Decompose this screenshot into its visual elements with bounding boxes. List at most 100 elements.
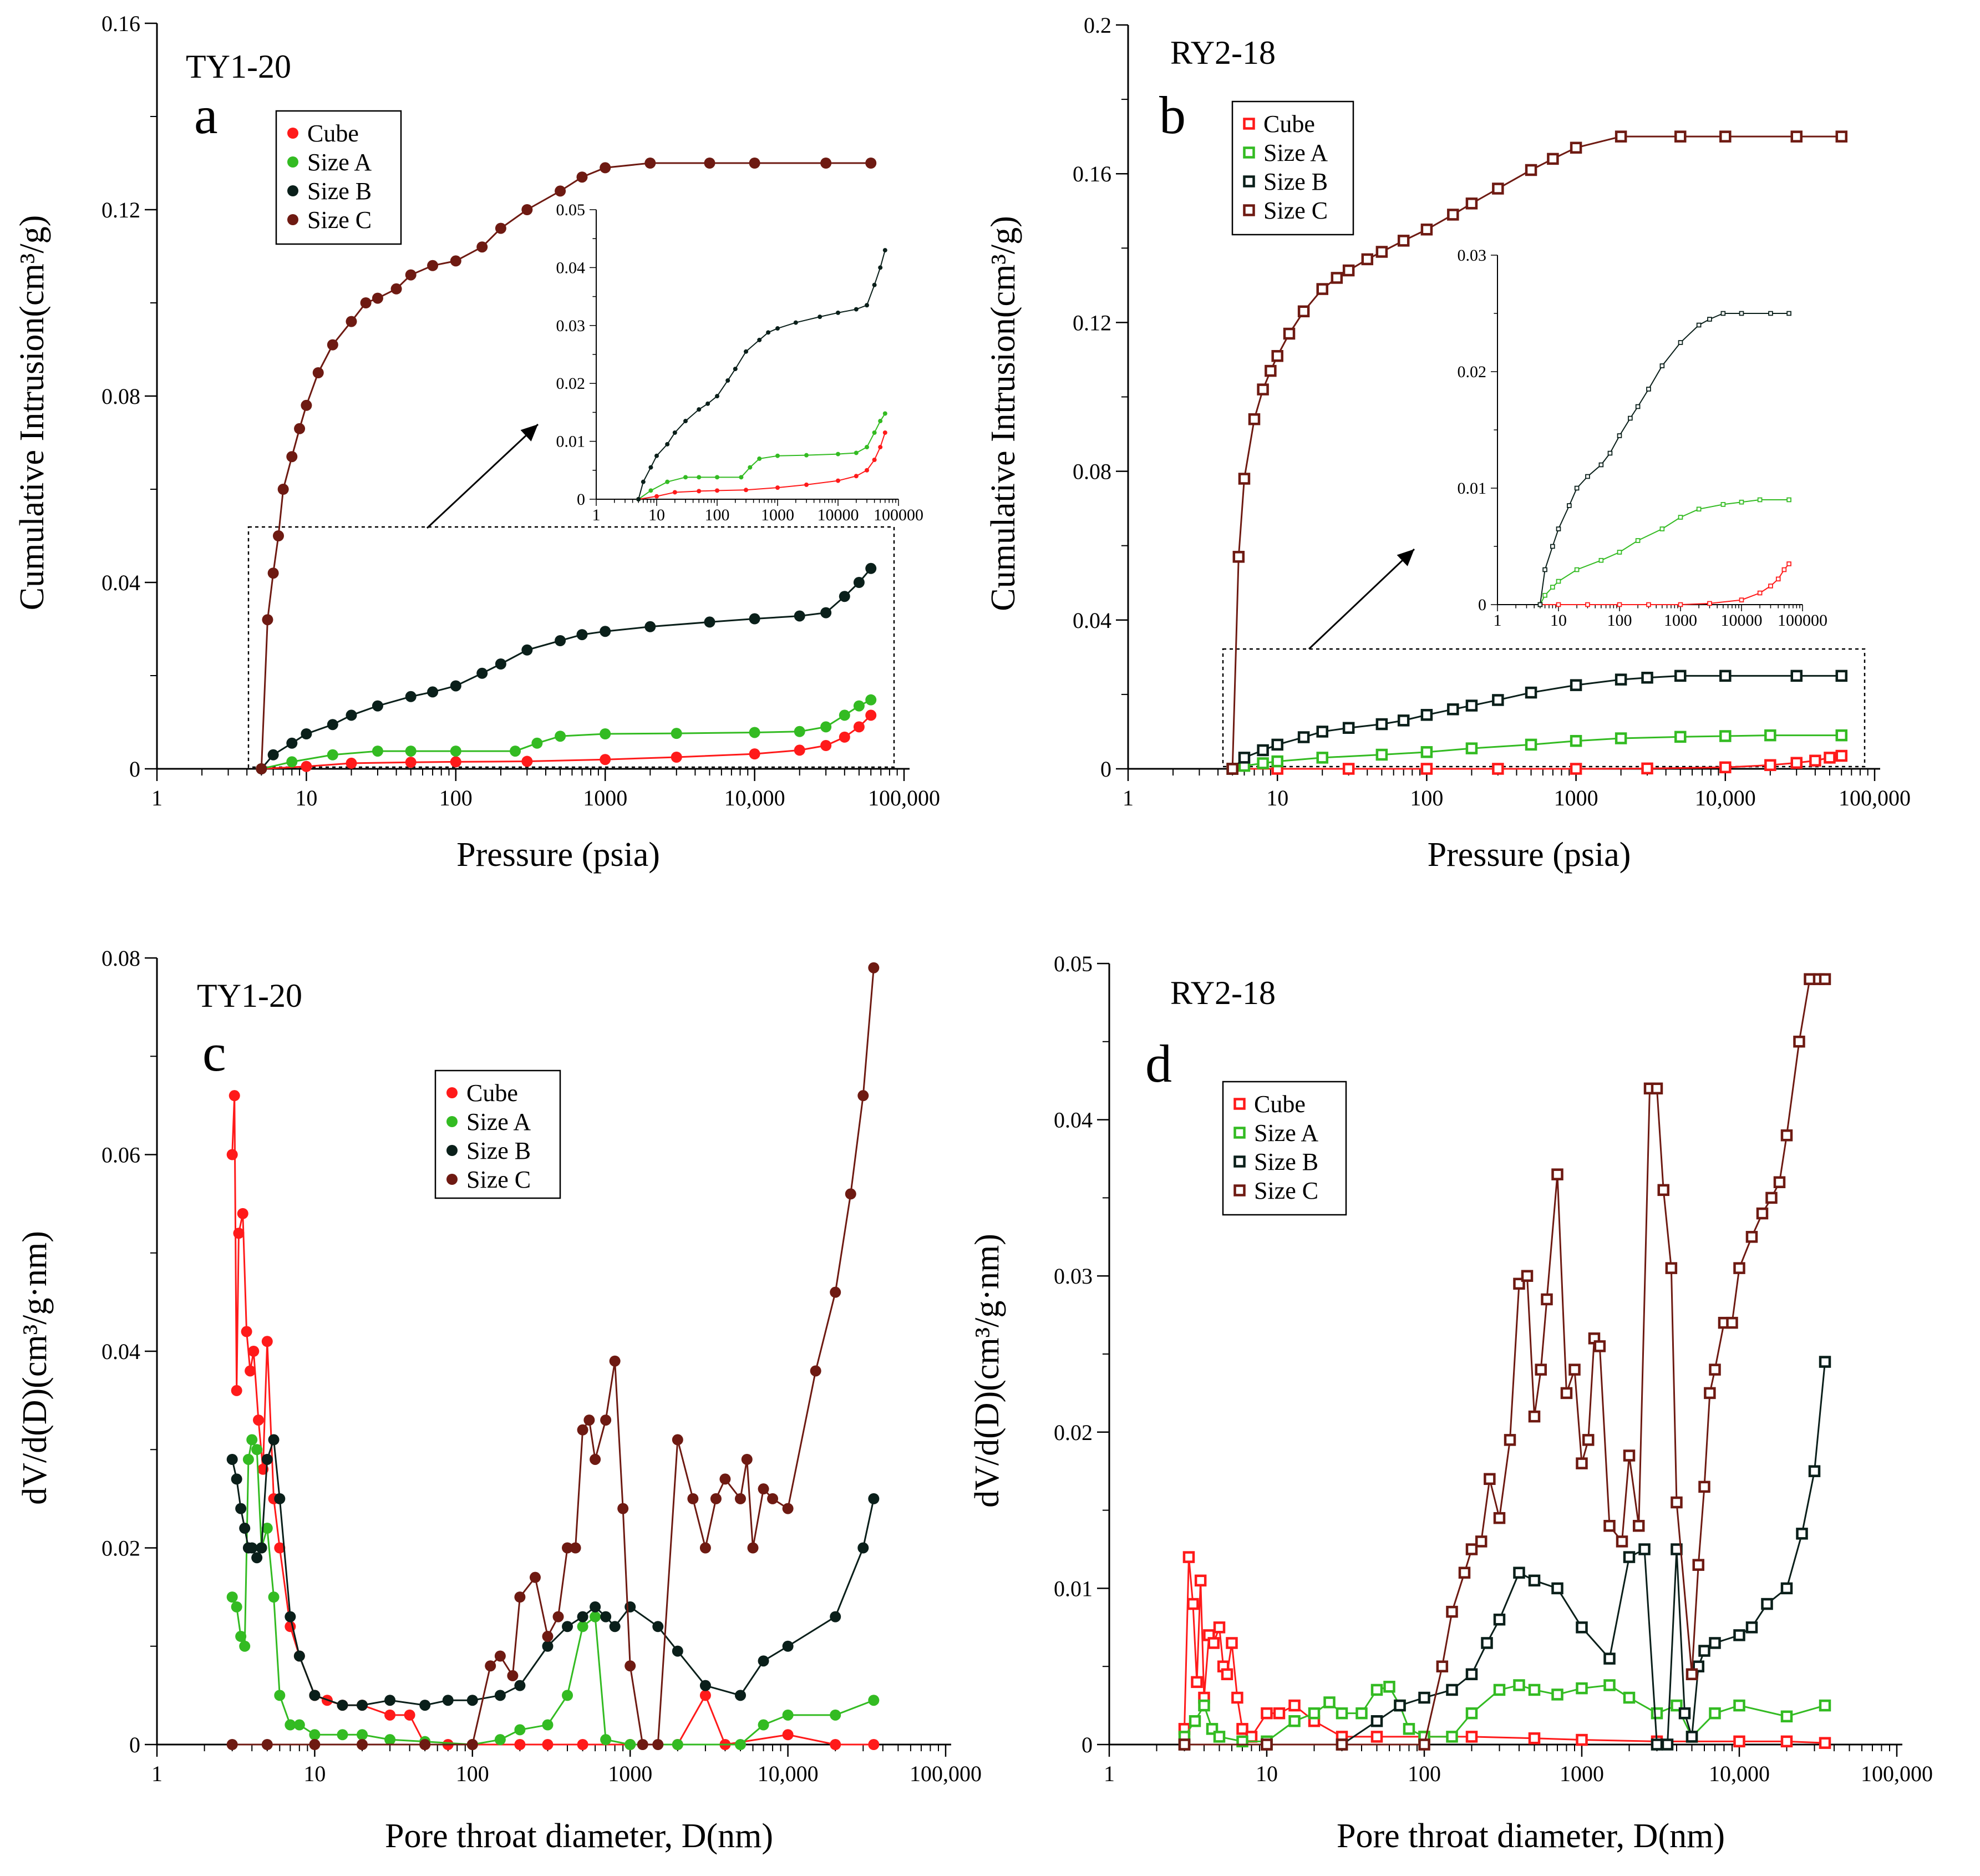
point-size_b: [1271, 738, 1283, 751]
point-size_b: [665, 442, 670, 447]
point-size_c: [1551, 1168, 1563, 1180]
point-cube: [839, 731, 850, 743]
point-size_b: [853, 577, 865, 588]
point-size_c: [1446, 1605, 1458, 1618]
point-size_c: [600, 1414, 612, 1426]
inset-plot: 1 10 100 1000 10000 100000 0 0.01 0.02 0.03: [1458, 246, 1828, 630]
point-size_b: [758, 1655, 769, 1667]
point-size_a: [715, 475, 719, 480]
point-size_b: [1661, 1738, 1674, 1751]
point-size_b: [1685, 1731, 1698, 1743]
point-size_b: [1617, 433, 1622, 438]
inset-background: [596, 207, 904, 499]
panel-d: 1 10 100 1000 10,000 100,000 0 0.01 0.02 0.03 0.04…: [968, 951, 1933, 1855]
zoom-arrow-line: [426, 423, 539, 529]
point-size_a: [1598, 557, 1604, 563]
point-size_c: [1616, 1535, 1628, 1548]
point-size_b: [1808, 1465, 1821, 1477]
point-size_c: [1232, 551, 1245, 563]
point-size_c: [672, 1434, 683, 1446]
point-cube: [229, 1090, 240, 1102]
point-size_a: [384, 1734, 396, 1746]
point-size_b: [285, 1611, 296, 1623]
point-size_b: [384, 1695, 396, 1706]
legend-marker-size_c: [446, 1174, 458, 1185]
point-cube: [1646, 602, 1651, 607]
legend-label-cube: Cube: [466, 1079, 518, 1107]
point-cube: [820, 740, 832, 751]
point-cube: [237, 1208, 248, 1219]
point-size_c: [1271, 349, 1283, 362]
x-tick-label: 10: [295, 785, 317, 810]
point-size_c: [1593, 1340, 1606, 1352]
point-size_b: [1659, 363, 1665, 368]
y-tick-label: 0.05: [556, 201, 586, 219]
point-cube: [1617, 602, 1622, 607]
point-size_a: [1757, 497, 1763, 503]
point-cube: [1764, 759, 1776, 772]
point-size_b: [293, 1650, 305, 1662]
legend-label-size_a: Size A: [466, 1108, 531, 1135]
y-tick-label: 0.16: [1073, 161, 1111, 186]
point-size_b: [466, 1695, 478, 1706]
point-size_b: [839, 591, 850, 602]
point-size_a: [1493, 1684, 1506, 1696]
point-cube: [878, 445, 883, 450]
x-tick-label: 1: [1494, 611, 1502, 630]
point-size_b: [1397, 714, 1410, 727]
point-size_b: [309, 1690, 321, 1701]
legend-label-size_c: Size C: [1263, 197, 1328, 224]
point-size_b: [1556, 526, 1561, 531]
point-size_a: [1375, 748, 1388, 761]
point-size_b: [1528, 1574, 1541, 1587]
point-size_b: [1641, 671, 1653, 684]
point-size_b: [600, 626, 611, 637]
point-size_c: [1698, 1480, 1710, 1493]
point-size_c: [1238, 473, 1251, 485]
point-cube: [1739, 597, 1744, 602]
point-cube: [853, 721, 865, 733]
point-size_a: [514, 1724, 526, 1736]
point-size_b: [427, 686, 439, 698]
point-size_c: [1535, 1363, 1547, 1376]
point-cube: [1790, 757, 1803, 769]
point-size_a: [1780, 1710, 1793, 1723]
point-size_c: [1283, 327, 1296, 340]
point-size_c: [1756, 1207, 1769, 1220]
x-tick-label: 1000: [1664, 611, 1697, 630]
point-size_b: [1493, 1613, 1506, 1626]
point-size_c: [1674, 130, 1687, 143]
point-size_b: [1394, 1699, 1406, 1712]
point-size_c: [1420, 224, 1433, 236]
point-cube: [1556, 602, 1561, 607]
point-size_b: [704, 616, 715, 628]
point-size_b: [1598, 462, 1604, 468]
point-size_c: [810, 1365, 821, 1377]
point-size_c: [1465, 1543, 1478, 1555]
point-size_b: [1316, 726, 1328, 738]
point-size_b: [734, 1690, 746, 1701]
point-size_c: [782, 1503, 794, 1514]
point-cube: [1707, 601, 1712, 606]
x-tick-label: 10: [303, 1761, 326, 1786]
point-size_b: [555, 635, 566, 646]
point-size_b: [226, 1453, 238, 1465]
point-cube: [830, 1739, 841, 1750]
point-size_b: [1418, 1691, 1430, 1704]
point-cube: [405, 757, 417, 768]
x-tick-label: 100: [1410, 785, 1443, 810]
point-size_c: [1560, 1387, 1573, 1400]
y-tick-label: 0.04: [101, 1339, 140, 1364]
point-size_b: [1420, 709, 1433, 721]
point-size_c: [476, 241, 488, 253]
point-size_a: [542, 1719, 554, 1731]
point-cube: [775, 485, 780, 490]
point-size_c: [1361, 253, 1374, 266]
legend-marker-cube: [1233, 1098, 1246, 1110]
point-size_c: [1547, 153, 1559, 165]
point-size_c: [1623, 1449, 1636, 1462]
point-size_c: [1632, 1520, 1645, 1532]
point-size_b: [346, 709, 357, 721]
y-tick-label: 0.04: [1054, 1108, 1093, 1133]
point-size_c: [1447, 209, 1459, 221]
